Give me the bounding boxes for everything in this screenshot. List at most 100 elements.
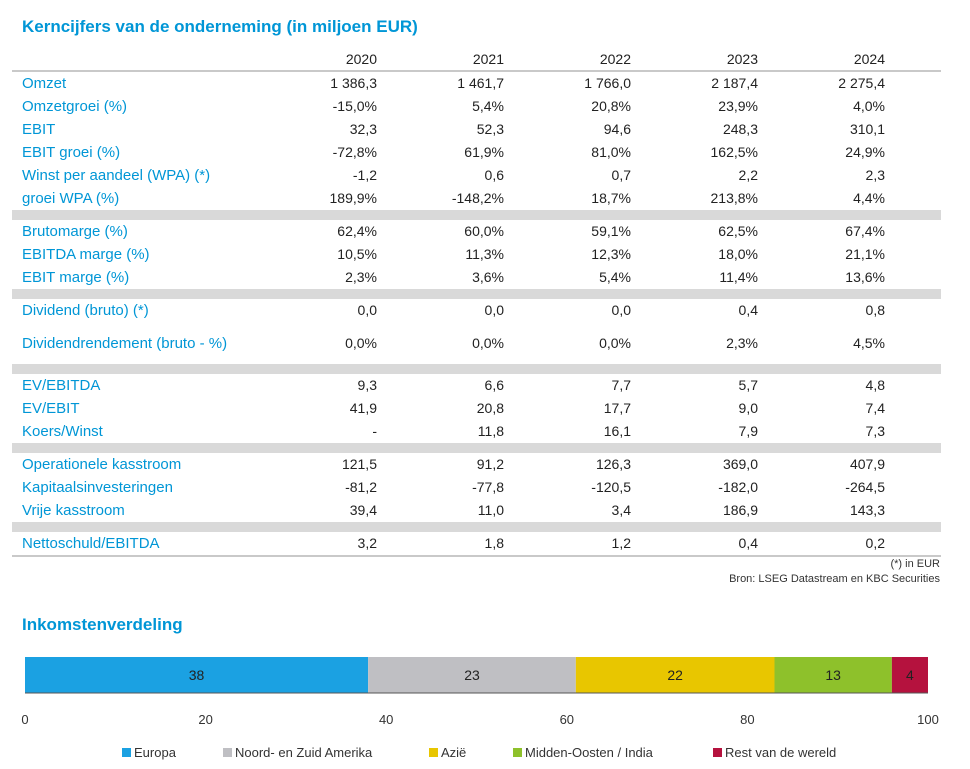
source-note: Bron: LSEG Datastream en KBC Securities — [729, 573, 940, 585]
data-label: 13 — [825, 667, 841, 683]
value-cell: -182,0 — [718, 479, 758, 495]
value-cell: 9,0 — [738, 400, 758, 416]
value-cell: -120,5 — [591, 479, 631, 495]
row-label: EBIT marge (%) — [22, 269, 130, 286]
value-cell: 23,9% — [718, 98, 758, 114]
value-cell: 0,0% — [599, 334, 631, 351]
data-label: 38 — [189, 667, 205, 683]
value-cell: 0,4 — [633, 532, 760, 557]
value-cell: 20,8 — [476, 400, 504, 416]
value-cell: 7,4 — [865, 400, 885, 416]
header-row: 2020 2021 2022 2023 2024 — [12, 48, 941, 72]
row-label: Koers/Winst — [22, 423, 103, 440]
value-cell: 2 187,4 — [711, 75, 758, 91]
row-label: Brutomarge (%) — [22, 223, 128, 240]
value-cell: 407,9 — [849, 456, 885, 472]
row-label: EBIT groei (%) — [22, 144, 121, 161]
value-cell: 0,4 — [738, 302, 758, 318]
row-label: Dividend (bruto) (*) — [22, 302, 149, 319]
value-cell: 52,3 — [476, 121, 504, 137]
data-label: 22 — [667, 667, 683, 683]
row-label: Vrije kasstroom — [22, 502, 125, 519]
value-cell: 11,0 — [477, 502, 504, 518]
group-separator — [12, 289, 941, 299]
value-cell: 4,4% — [853, 190, 885, 206]
table-row: EBIT groei (%) -72,8% 61,9% 81,0% 162,5% 24,9… — [12, 141, 941, 164]
value-cell: 0,0 — [357, 302, 377, 318]
x-tick-label: 60 — [560, 712, 574, 727]
row-label: EV/EBIT — [22, 400, 80, 417]
separator-cell — [12, 210, 941, 220]
table-row: Operationele kasstroom 121,5 91,2 126,3 369,… — [12, 453, 941, 476]
table-row: Koers/Winst - 11,8 16,1 7,9 7,3 — [12, 420, 941, 443]
value-cell: 1 386,3 — [330, 75, 377, 91]
value-cell: 62,4% — [337, 223, 377, 239]
bar-segment — [368, 657, 576, 693]
value-cell: 0,8 — [865, 302, 885, 318]
year-header: 2021 — [379, 48, 506, 72]
value-cell: 5,4% — [472, 98, 504, 114]
value-cell: -1,2 — [352, 167, 377, 183]
legend-label: Noord- en Zuid Amerika — [235, 745, 373, 760]
value-cell: 2,3% — [726, 334, 758, 351]
value-cell: 24,9% — [845, 144, 885, 160]
table-row: EBIT 32,3 52,3 94,6 248,3 310,1 — [12, 118, 941, 141]
value-cell: 0,6 — [484, 167, 504, 183]
group-separator — [12, 522, 941, 532]
value-cell: 39,4 — [349, 502, 377, 518]
value-cell: 62,5% — [718, 223, 758, 239]
row-label: Omzet — [22, 75, 67, 92]
value-cell: 143,3 — [849, 502, 885, 518]
value-cell: 20,8% — [591, 98, 631, 114]
x-tick-label: 20 — [198, 712, 212, 727]
value-cell: 16,1 — [603, 423, 631, 439]
row-label: Nettoschuld/EBITDA — [12, 532, 252, 557]
value-cell: 61,9% — [464, 144, 504, 160]
value-cell: 9,3 — [357, 377, 377, 393]
table-body: Omzet 1 386,3 1 461,7 1 766,0 2 187,4 2 275,4… — [12, 71, 941, 557]
value-cell: 0,0 — [484, 302, 504, 318]
value-cell: 189,9% — [329, 190, 377, 206]
x-tick-label: 100 — [917, 712, 939, 727]
table-row: EBIT marge (%) 2,3% 3,6% 5,4% 11,4% 13,6% — [12, 266, 941, 289]
chart-title: Inkomstenverdeling — [22, 615, 183, 634]
legend-label: Rest van de wereld — [725, 745, 836, 760]
group-separator — [12, 443, 941, 453]
separator-cell — [12, 364, 941, 374]
data-label: 4 — [906, 667, 914, 683]
bar-segment — [25, 657, 369, 693]
table-row: EV/EBITDA 9,3 6,6 7,7 5,7 4,8 — [12, 374, 941, 397]
value-cell: 0,7 — [611, 167, 631, 183]
value-cell: 18,0% — [718, 246, 758, 262]
value-cell: 121,5 — [341, 456, 377, 472]
table-row: Brutomarge (%) 62,4% 60,0% 59,1% 62,5% 67,4% — [12, 220, 941, 243]
bar-segment — [575, 657, 775, 693]
value-cell: 1 461,7 — [457, 75, 504, 91]
legend-swatch — [429, 748, 438, 757]
value-cell: 94,6 — [603, 121, 631, 137]
value-cell: 6,6 — [484, 377, 504, 393]
legend-swatch — [713, 748, 722, 757]
row-label: Omzetgroei (%) — [22, 98, 128, 115]
table-title: Kerncijfers van de onderneming (in miljo… — [22, 17, 418, 36]
table-row: Dividend (bruto) (*) 0,0 0,0 0,0 0,4 0,8 — [12, 299, 941, 322]
value-cell: 21,1% — [845, 246, 885, 262]
table-row: EBITDA marge (%) 10,5% 11,3% 12,3% 18,0% 21,1… — [12, 243, 941, 266]
value-cell: -264,5 — [845, 479, 885, 495]
value-cell: 32,3 — [349, 121, 377, 137]
row-label: EBIT — [22, 121, 56, 138]
row-label: Dividendrendement (bruto - %) — [22, 334, 228, 352]
table-row: EV/EBIT 41,9 20,8 17,7 9,0 7,4 — [12, 397, 941, 420]
value-cell: 18,7% — [591, 190, 631, 206]
value-cell: 3,2 — [252, 532, 379, 557]
value-cell: 0,2 — [760, 532, 887, 557]
table-row: groei WPA (%) 189,9% -148,2% 18,7% 213,8% 4,4… — [12, 187, 941, 210]
value-cell: -77,8 — [472, 479, 504, 495]
legend-swatch — [513, 748, 522, 757]
value-cell: 12,3% — [591, 246, 631, 262]
value-cell: -15,0% — [332, 98, 377, 114]
legend-label: Europa — [134, 745, 177, 760]
corner-cell — [12, 48, 252, 72]
x-tick-label: 0 — [21, 712, 28, 727]
value-cell: 5,7 — [738, 377, 758, 393]
